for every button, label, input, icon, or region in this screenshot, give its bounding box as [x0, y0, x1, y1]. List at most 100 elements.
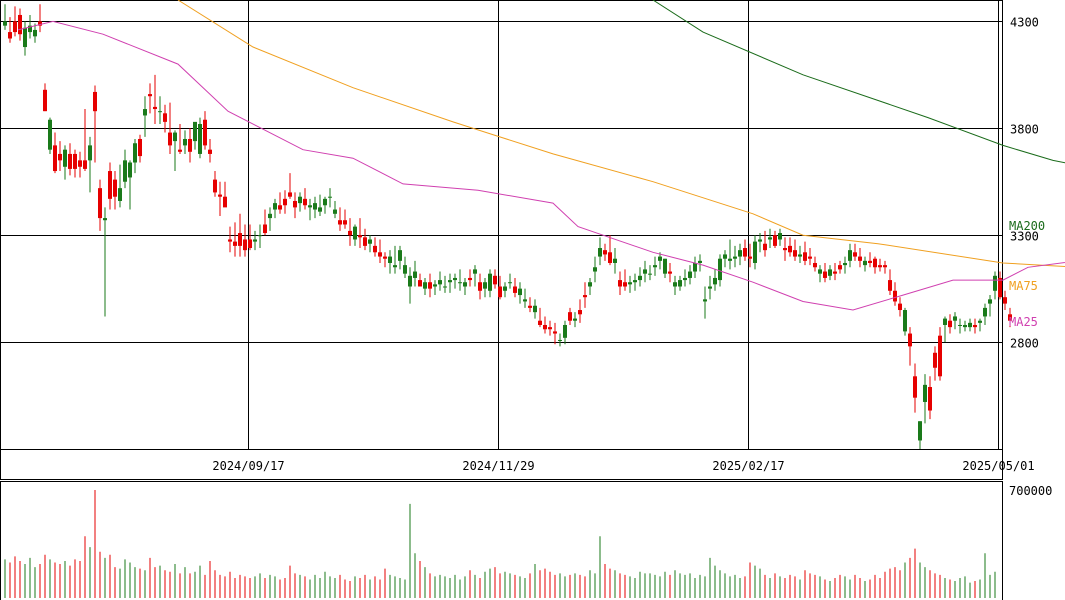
candle	[238, 213, 242, 257]
candle-body	[243, 239, 247, 251]
x-tick-label: 2024/11/29	[462, 459, 534, 473]
candle-body	[73, 153, 77, 169]
candle	[478, 273, 482, 300]
candle-body	[668, 271, 672, 274]
candle	[388, 250, 392, 274]
candle-body	[828, 269, 832, 276]
candle-body	[253, 239, 257, 242]
candle-body	[413, 271, 417, 278]
candle-body	[308, 205, 312, 208]
candle	[168, 102, 172, 154]
candle-body	[418, 280, 422, 287]
candle	[808, 248, 812, 266]
candle-body	[723, 254, 727, 259]
candle-body	[618, 280, 622, 287]
candle-body	[328, 196, 332, 198]
candle	[23, 21, 27, 56]
candle	[303, 188, 307, 210]
candle	[83, 109, 87, 172]
candle-body	[88, 145, 92, 161]
candle	[503, 282, 507, 298]
candle-body	[923, 384, 927, 402]
candle-body	[158, 111, 162, 113]
candle	[353, 224, 357, 246]
candle	[483, 277, 487, 298]
candle	[198, 117, 202, 159]
candle	[108, 162, 112, 210]
candle	[418, 273, 422, 287]
candle	[158, 96, 162, 125]
candle-body	[728, 258, 732, 261]
candle-body	[508, 282, 512, 284]
candle	[328, 188, 332, 208]
candle-body	[633, 280, 637, 283]
candle-body	[143, 109, 147, 116]
candle-body	[453, 277, 457, 281]
candle	[543, 316, 547, 334]
candle-body	[638, 275, 642, 281]
candle	[733, 245, 737, 268]
candle-body	[848, 250, 852, 261]
candle	[683, 269, 687, 287]
candle	[103, 207, 107, 317]
candle-body	[913, 376, 917, 398]
candle	[188, 128, 192, 163]
candle	[373, 237, 377, 257]
candle	[813, 256, 817, 272]
candle	[258, 224, 262, 249]
ma-label-ma75: MA75	[1009, 279, 1038, 293]
candle-body	[818, 269, 822, 274]
candle-body	[548, 327, 552, 330]
candle-body	[928, 386, 932, 411]
candle-body	[358, 235, 362, 238]
candle-body	[283, 198, 287, 206]
candle	[993, 271, 997, 300]
candle-body	[558, 339, 562, 341]
candle	[853, 243, 857, 261]
candle-body	[128, 162, 132, 178]
candle	[583, 282, 587, 308]
candle	[93, 85, 97, 163]
candle	[298, 192, 302, 212]
candle	[518, 282, 522, 304]
candle	[283, 190, 287, 214]
ma-label-ma25: MA25	[1009, 315, 1038, 329]
candle	[243, 224, 247, 257]
candle	[743, 239, 747, 261]
candle	[973, 318, 977, 334]
candle	[458, 269, 462, 291]
candle-body	[1003, 297, 1007, 304]
candle-body	[733, 256, 737, 259]
candle	[563, 320, 567, 345]
candle	[453, 273, 457, 289]
candle-body	[483, 282, 487, 289]
candle	[848, 243, 852, 268]
candle-body	[813, 262, 817, 268]
candle-body	[173, 132, 177, 142]
candle	[908, 327, 912, 366]
candle-body	[348, 230, 352, 236]
candle-body	[533, 305, 537, 313]
candle	[378, 239, 382, 263]
candle	[113, 171, 117, 210]
candle-body	[933, 352, 937, 368]
y-tick-label: 3300	[1010, 230, 1039, 244]
candle-body	[823, 271, 827, 278]
candle	[263, 209, 267, 236]
candle-body	[613, 258, 617, 263]
candle-body	[178, 149, 182, 152]
candle	[48, 117, 52, 154]
candle	[623, 269, 627, 291]
candle	[833, 262, 837, 281]
candle	[183, 130, 187, 154]
x-tick-label: 2025/02/17	[712, 459, 784, 473]
candle	[758, 233, 762, 253]
candle-body	[478, 282, 482, 291]
candle-body	[163, 113, 167, 122]
candle-body	[883, 265, 887, 268]
candle	[578, 299, 582, 323]
candle	[413, 260, 417, 287]
candle-body	[108, 171, 112, 199]
candle	[1008, 307, 1012, 328]
candle	[953, 312, 957, 330]
